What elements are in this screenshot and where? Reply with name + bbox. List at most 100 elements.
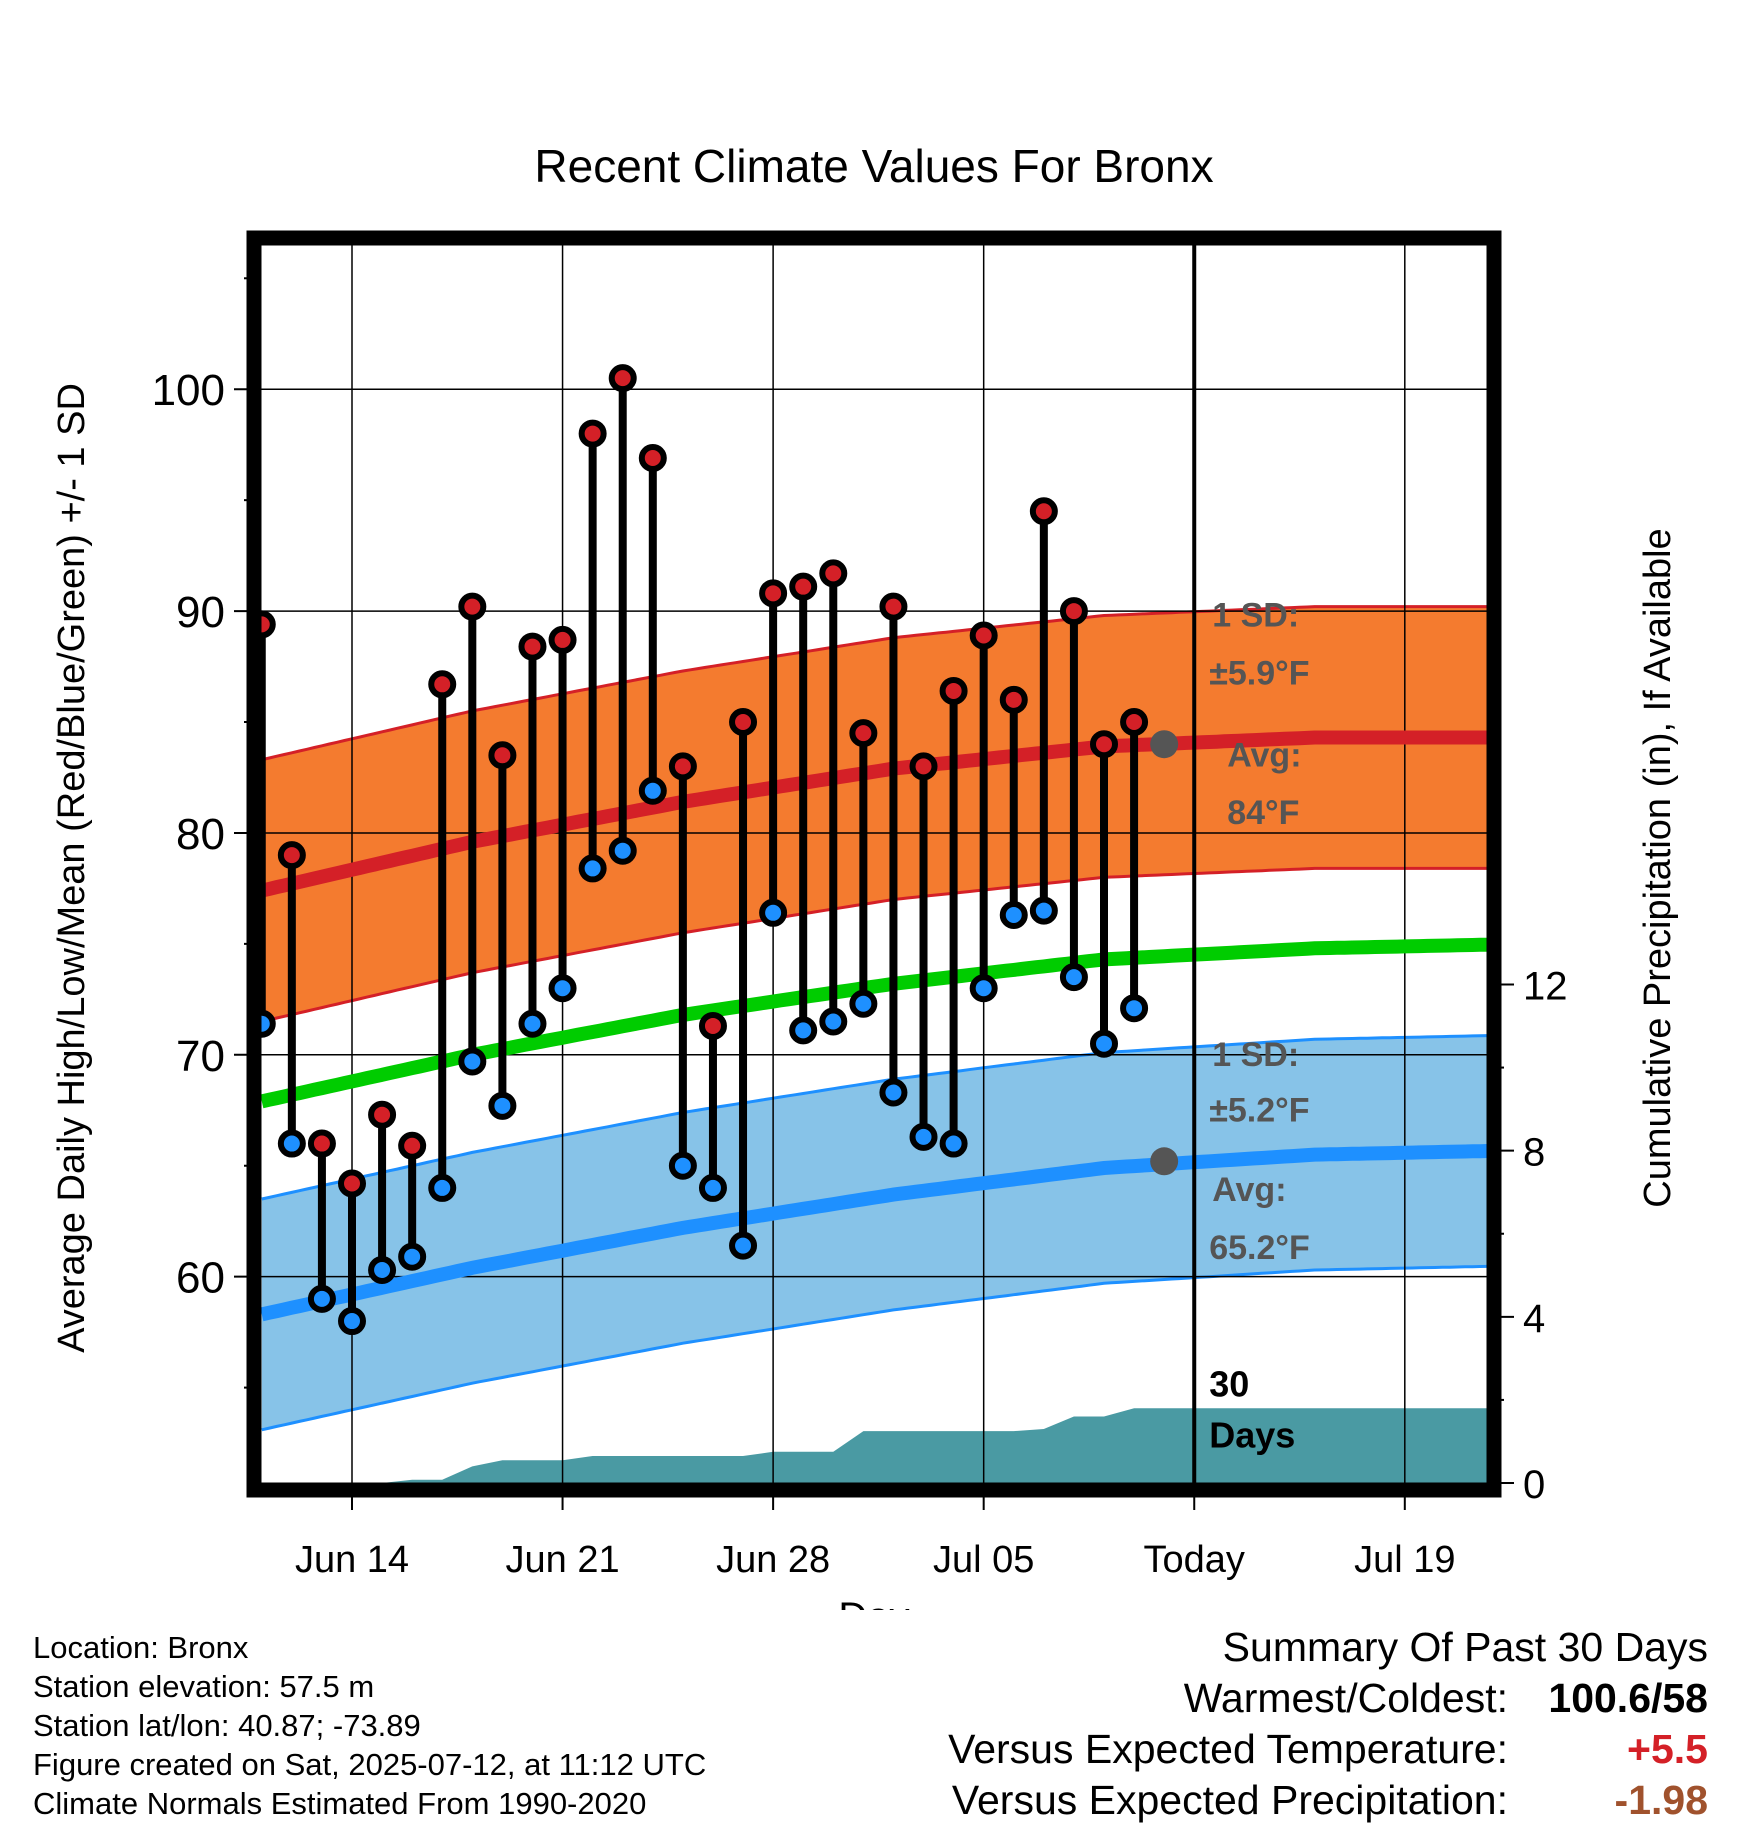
station-info: Location: Bronx Station elevation: 57.5 … — [33, 1628, 706, 1823]
today-high-marker — [1150, 730, 1179, 759]
days-word-label: Days — [1209, 1415, 1295, 1456]
daily-high-point — [909, 752, 938, 781]
daily-low-point — [1059, 963, 1088, 992]
precip-area — [261, 1408, 1487, 1483]
daily-high-point — [789, 572, 818, 601]
daily-high-point — [338, 1169, 366, 1198]
daily-low-point — [368, 1256, 397, 1285]
low-sd-lower-line — [261, 1264, 1487, 1432]
latlon-text: Station lat/lon: 40.87; -73.89 — [33, 1708, 421, 1743]
daily-high-point — [608, 364, 637, 393]
daily-low-point — [428, 1173, 457, 1202]
daily-low-point — [849, 989, 878, 1018]
high-sd-label: 1 SD: — [1212, 597, 1299, 635]
y-axis-label-right: Cumulative Precipitation (in), If Availa… — [1637, 528, 1679, 1207]
daily-low-point — [277, 1129, 306, 1158]
daily-low-point — [759, 898, 788, 927]
summary-extremes-row: Warmest/Coldest: 100.6/58 — [948, 1673, 1708, 1724]
extremes-value: 100.6/58 — [1548, 1675, 1708, 1721]
daily-high-point — [1029, 497, 1058, 526]
y-right-tick-label: 0 — [1523, 1463, 1545, 1507]
low-sd-label: 1 SD: — [1212, 1036, 1299, 1074]
temp-anomaly-label: Versus Expected Temperature: — [948, 1726, 1508, 1772]
extremes-label: Warmest/Coldest: — [1183, 1675, 1508, 1721]
daily-high-point — [638, 443, 667, 472]
low-sd-band — [261, 1035, 1487, 1430]
daily-low-point — [458, 1047, 487, 1076]
daily-high-point — [1059, 597, 1088, 626]
daily-high-point — [548, 625, 577, 654]
y-tick-label: 80 — [176, 810, 225, 859]
daily-high-point — [879, 592, 908, 621]
daily-low-point — [698, 1173, 727, 1202]
climate-chart: Recent Climate Values For Bronx 1 SD: ±5.… — [51, 140, 1679, 1610]
location-text: Location: Bronx — [33, 1630, 249, 1665]
daily-low-point — [909, 1122, 938, 1151]
daily-high-point — [969, 621, 998, 650]
high-sd-band — [261, 606, 1487, 1022]
summary-precip-row: Versus Expected Precipitation: -1.98 — [948, 1775, 1708, 1826]
daily-high-point — [698, 1011, 727, 1040]
daily-high-point — [277, 841, 306, 870]
daily-high-point — [759, 579, 788, 608]
days-count-label: 30 — [1209, 1363, 1249, 1404]
summary-temp-row: Versus Expected Temperature: +5.5 — [948, 1724, 1708, 1775]
daily-high-point — [729, 708, 758, 737]
daily-low-point — [608, 836, 637, 865]
elevation-text: Station elevation: 57.5 m — [33, 1669, 375, 1704]
daily-low-point — [1029, 896, 1058, 925]
high-avg-value: 84°F — [1227, 794, 1299, 832]
daily-low-point — [819, 1007, 848, 1036]
daily-high-point — [1120, 708, 1149, 737]
daily-low-point — [939, 1129, 968, 1158]
daily-low-point — [398, 1242, 427, 1271]
daily-high-point — [368, 1100, 397, 1129]
precip-anomaly-value: -1.98 — [1614, 1777, 1708, 1823]
chart-title: Recent Climate Values For Bronx — [534, 140, 1213, 192]
daily-low-point — [548, 974, 577, 1003]
summary-heading: Summary Of Past 30 Days — [1222, 1624, 1708, 1670]
x-axis-label: Day — [838, 1595, 909, 1610]
daily-low-point — [999, 901, 1028, 930]
daily-low-point — [488, 1091, 517, 1120]
y-tick-label: 70 — [176, 1032, 225, 1081]
high-sd-value: ±5.9°F — [1209, 654, 1309, 692]
low-avg-label: Avg: — [1212, 1171, 1286, 1209]
daily-low-point — [518, 1009, 547, 1038]
daily-high-point — [488, 741, 517, 770]
y-right-tick-label: 4 — [1523, 1297, 1545, 1341]
daily-low-point — [729, 1231, 758, 1260]
daily-high-point — [428, 670, 457, 699]
y-axis-label: Average Daily High/Low/Mean (Red/Blue/Gr… — [51, 383, 93, 1353]
daily-low-point — [307, 1284, 336, 1313]
daily-low-point — [668, 1151, 697, 1180]
summary-panel: Summary Of Past 30 Days Warmest/Coldest:… — [948, 1622, 1708, 1826]
daily-low-point — [969, 974, 998, 1003]
created-text: Figure created on Sat, 2025-07-12, at 11… — [33, 1747, 707, 1782]
x-tick-label: Today — [1144, 1539, 1245, 1581]
precip-anomaly-label: Versus Expected Precipitation: — [951, 1777, 1508, 1823]
daily-high-point — [398, 1131, 427, 1160]
x-tick-label: Jun 14 — [295, 1539, 409, 1581]
plot-area: 1 SD: ±5.9°F Avg: 84°F 1 SD: ±5.2°F Avg: 65.2°F… — [261, 245, 1487, 1483]
y-tick-label: 60 — [176, 1254, 225, 1303]
low-avg-value: 65.2°F — [1209, 1229, 1310, 1267]
daily-high-point — [578, 419, 607, 448]
y-tick-label: 100 — [152, 366, 225, 415]
high-avg-label: Avg: — [1227, 736, 1301, 774]
x-tick-label: Jun 21 — [506, 1539, 620, 1581]
daily-low-point — [1090, 1029, 1118, 1058]
daily-low-point — [879, 1078, 908, 1107]
daily-low-point — [638, 776, 667, 805]
daily-high-point — [458, 592, 487, 621]
low-sd-value: ±5.2°F — [1209, 1091, 1309, 1129]
daily-low-point — [338, 1307, 366, 1336]
y-right-tick-label: 12 — [1523, 964, 1568, 1008]
x-tick-label: Jun 28 — [716, 1539, 830, 1581]
daily-low-point — [789, 1016, 818, 1045]
x-tick-label: Jul 19 — [1354, 1539, 1455, 1581]
daily-high-point — [518, 632, 547, 661]
daily-high-point — [261, 610, 276, 639]
daily-high-point — [307, 1129, 336, 1158]
daily-high-point — [1090, 730, 1118, 759]
